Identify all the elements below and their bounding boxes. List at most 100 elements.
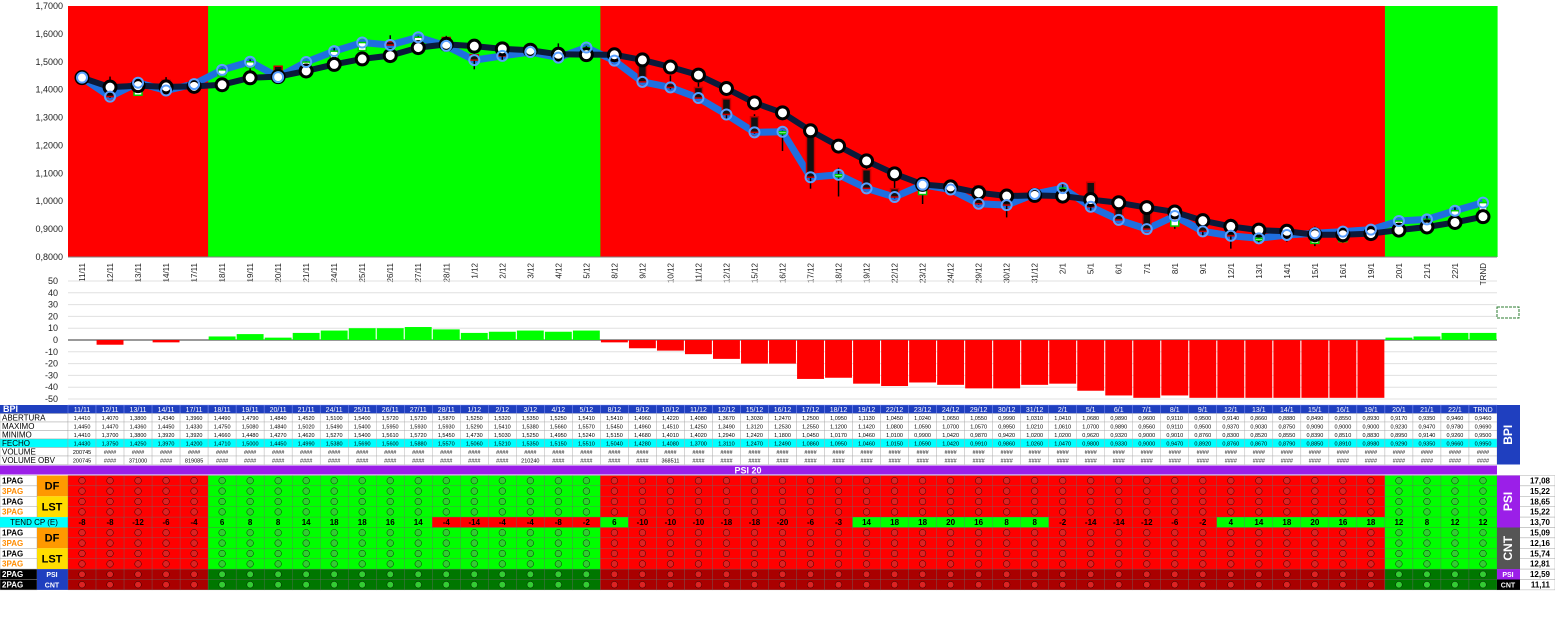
trend-marker (1111, 195, 1127, 211)
osc-y-tick-label: 10 (48, 323, 58, 333)
signal-dot (330, 550, 338, 558)
price-x-tick-label: 23/12 (919, 262, 928, 283)
signal-dot (162, 529, 170, 537)
table-cell-value: 1,4220 (662, 416, 679, 422)
tend-value: 6 (220, 518, 225, 527)
signal-dot (975, 581, 983, 589)
osc-bar (208, 336, 236, 340)
signal-dot (162, 477, 170, 485)
signal-dot (470, 508, 478, 516)
osc-bar (96, 340, 124, 345)
osc-bar (376, 328, 404, 340)
signal-dot (1003, 529, 1011, 537)
signal-dot (134, 487, 142, 495)
price-bg-band (656, 6, 686, 257)
price-x-tick-label: 20/11 (274, 262, 283, 282)
signal-dot (1059, 487, 1067, 495)
table-cell-value: #### (748, 450, 761, 456)
table-cell-value: #### (1141, 459, 1154, 465)
signal-dot (610, 570, 618, 578)
signal-dot (1367, 498, 1375, 506)
price-x-tick-label: 5/1 (1087, 262, 1096, 274)
signal-dot (526, 550, 534, 558)
signal-dot (274, 570, 282, 578)
signal-dot (694, 570, 702, 578)
table-header-label: 15/12 (746, 407, 764, 414)
price-x-tick-label: 13/1 (1255, 262, 1264, 278)
table-cell-value: 1,0450 (802, 433, 819, 439)
table-cell-value: #### (1393, 450, 1406, 456)
signal-dot (414, 570, 422, 578)
tend-value: -4 (527, 518, 535, 527)
signal-dot (638, 560, 646, 568)
table-cell-value: #### (1365, 459, 1378, 465)
signal-dot (414, 550, 422, 558)
table-cell-value: 1,0420 (942, 433, 959, 439)
signal-dot (526, 560, 534, 568)
table-cell-value: 1,0470 (1054, 442, 1071, 448)
signal-dot (975, 477, 983, 485)
table-cell-value: 1,0200 (1026, 433, 1043, 439)
trend-marker (186, 78, 202, 94)
signal-dot (835, 477, 843, 485)
signal-dot (1283, 477, 1291, 485)
signal-dot (891, 508, 899, 516)
signal-dot (1227, 487, 1235, 495)
tend-value: -12 (132, 518, 144, 527)
signal-dot (442, 477, 450, 485)
signal-dot (302, 487, 310, 495)
signal-dot (246, 550, 254, 558)
signal-dot (582, 560, 590, 568)
signal-dot (1031, 570, 1039, 578)
trend-marker (130, 78, 146, 94)
price-y-tick-label: 1,4000 (35, 85, 63, 95)
signal-dot (582, 529, 590, 537)
signal-dot (835, 487, 843, 495)
signal-value: 15,74 (1530, 549, 1551, 558)
price-y-tick-label: 1,2000 (35, 140, 63, 150)
signal-group-label: PSI (46, 572, 57, 579)
signal-dot (414, 529, 422, 537)
price-bg-band (600, 6, 629, 257)
signal-dot (1479, 581, 1487, 589)
signal-dot (891, 560, 899, 568)
table-header-label: 16/1 (1336, 407, 1350, 414)
signal-dot (78, 498, 86, 506)
trend-marker (382, 48, 398, 64)
signal-dot (190, 498, 198, 506)
table-cell-value: 0,9890 (1110, 425, 1127, 431)
table-cell-value: 0,9110 (1167, 425, 1183, 431)
signal-dot (470, 550, 478, 558)
table-cell-value: 1,1130 (858, 416, 874, 422)
table-cell-value: #### (832, 459, 845, 465)
table-header-label: 17/11 (186, 407, 203, 414)
table-cell-value: 0,9860 (998, 442, 1015, 448)
trend-marker (158, 79, 174, 95)
signal-dot (302, 508, 310, 516)
signal-dot (666, 487, 674, 495)
table-cell-value: #### (888, 450, 901, 456)
table-cell-value: 0,8300 (1222, 433, 1239, 439)
signal-dot (807, 508, 815, 516)
price-x-tick-label: 24/12 (947, 262, 956, 283)
signal-dot (1479, 508, 1487, 516)
signal-dot (1451, 508, 1459, 516)
signal-dot (358, 539, 366, 547)
signal-dot (1087, 570, 1095, 578)
osc-bar (797, 340, 824, 379)
table-cell-value: #### (776, 459, 789, 465)
osc-y-tick-label: 50 (48, 276, 58, 286)
table-cell-value: 0,9350 (1419, 416, 1436, 422)
osc-bar (404, 327, 432, 340)
table-cell-value: 368511 (661, 459, 679, 465)
table-cell-value: #### (944, 459, 957, 465)
price-y-tick-label: 1,6000 (35, 29, 63, 39)
signal-dot (1003, 581, 1011, 589)
trend-marker (859, 153, 875, 169)
signal-dot (1367, 550, 1375, 558)
signal-dot (442, 570, 450, 578)
table-cell-value: #### (1281, 459, 1294, 465)
signal-dot (1003, 539, 1011, 547)
signal-dot (666, 498, 674, 506)
table-cell-value: #### (552, 459, 565, 465)
